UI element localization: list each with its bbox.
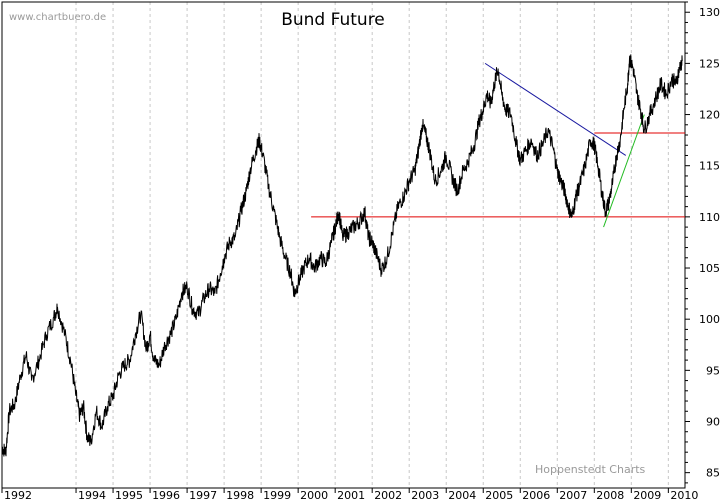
x-tick-label-2001: 2001	[337, 489, 365, 502]
y-tick-label-90: 90	[706, 415, 720, 428]
x-tick-label-2004: 2004	[448, 489, 476, 502]
trend-line-3	[603, 114, 645, 228]
price-line	[1, 54, 683, 457]
x-tick-label-1999: 1999	[263, 489, 291, 502]
x-tick-label-1998: 1998	[226, 489, 254, 502]
x-axis: 1992 1994 1995 1996 1997 1998 1999 2000 2001 2002…	[1, 488, 698, 502]
x-tick-label-1995: 1995	[115, 489, 143, 502]
y-tick-label-100: 100	[699, 313, 720, 326]
x-tick-label-2005: 2005	[485, 489, 513, 502]
trend-annotations	[311, 62, 685, 228]
x-tick-label-2009: 2009	[633, 489, 661, 502]
y-tick-label-130: 130	[699, 6, 720, 19]
y-tick-label-105: 105	[699, 262, 720, 275]
y-tick-label-85: 85	[706, 467, 720, 480]
x-tick-label-1997: 1997	[189, 489, 217, 502]
x-tick-label-2006: 2006	[522, 489, 550, 502]
source-label: Hoppenstedt Charts	[535, 463, 646, 476]
x-tick-label-2008: 2008	[596, 489, 624, 502]
x-tick-label-1996: 1996	[152, 489, 180, 502]
x-tick-label-2002: 2002	[374, 489, 402, 502]
watermark-text: www.chartbuero.de	[9, 12, 106, 23]
chart-title: Bund Future	[281, 10, 385, 30]
x-tick-label-1994: 1994	[78, 489, 106, 502]
x-tick-label-2003: 2003	[411, 489, 439, 502]
x-tick-label-2010: 2010	[670, 489, 698, 502]
plot-frame	[1, 1, 686, 489]
x-tick-label-2007: 2007	[559, 489, 587, 502]
x-tick-label-1992: 1992	[4, 489, 32, 502]
y-tick-label-115: 115	[699, 160, 720, 173]
x-tick-label-2000: 2000	[300, 489, 328, 502]
y-tick-label-125: 125	[699, 57, 720, 70]
y-tick-label-95: 95	[706, 364, 720, 377]
price-series	[1, 54, 683, 457]
trend-line-2	[484, 62, 627, 156]
y-axis: 85 90 95 100 105 110 115 120 125 130	[685, 1, 720, 484]
y-tick-label-110: 110	[699, 211, 720, 224]
y-tick-label-120: 120	[699, 109, 720, 122]
